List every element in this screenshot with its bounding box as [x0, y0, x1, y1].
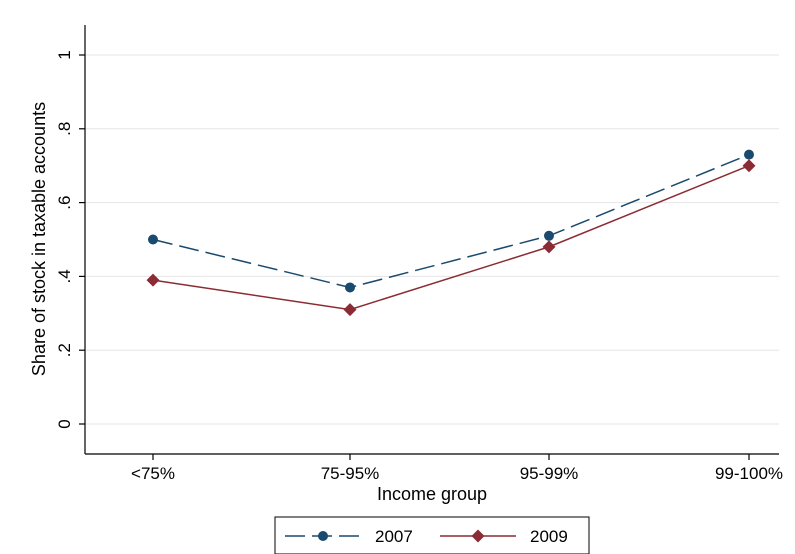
- series-line: [152, 153, 750, 289]
- x-tick-label: 99-100%: [715, 464, 783, 483]
- data-point: [744, 149, 754, 160]
- x-tick-label: 75-95%: [321, 464, 380, 483]
- y-tick-label: 0: [55, 419, 74, 428]
- data-point: [544, 230, 554, 241]
- series-layer: [146, 149, 756, 317]
- x-tick-label: 95-99%: [520, 464, 579, 483]
- y-tick-label: .6: [55, 196, 74, 210]
- x-axis-ticks: <75% 75-95% 95-99% 99-100%: [131, 454, 783, 483]
- y-axis-title: Share of stock in taxable accounts: [29, 102, 49, 376]
- data-point: [318, 531, 328, 541]
- x-axis-title: Income group: [377, 484, 487, 504]
- y-tick-label: 1: [55, 50, 74, 59]
- series-line: [152, 165, 750, 311]
- data-point: [343, 303, 357, 317]
- x-tick-label: <75%: [131, 464, 175, 483]
- y-axis-ticks: 0 .2 .4 .6 .8 1: [55, 50, 85, 429]
- data-point: [148, 234, 158, 245]
- data-point: [742, 159, 756, 173]
- y-tick-label: .2: [55, 343, 74, 357]
- data-point: [345, 282, 355, 293]
- legend-items: 2007 2009: [285, 527, 568, 546]
- data-point: [542, 240, 556, 254]
- data-point: [146, 273, 160, 287]
- legend: 2007 2009: [274, 516, 590, 554]
- legend-label: 2009: [530, 527, 568, 546]
- legend-label: 2007: [375, 527, 413, 546]
- y-tick-label: .4: [55, 269, 74, 283]
- y-tick-label: .8: [55, 122, 74, 136]
- legend-box: [274, 516, 590, 554]
- data-point: [471, 529, 485, 543]
- grid-lines: [85, 54, 779, 425]
